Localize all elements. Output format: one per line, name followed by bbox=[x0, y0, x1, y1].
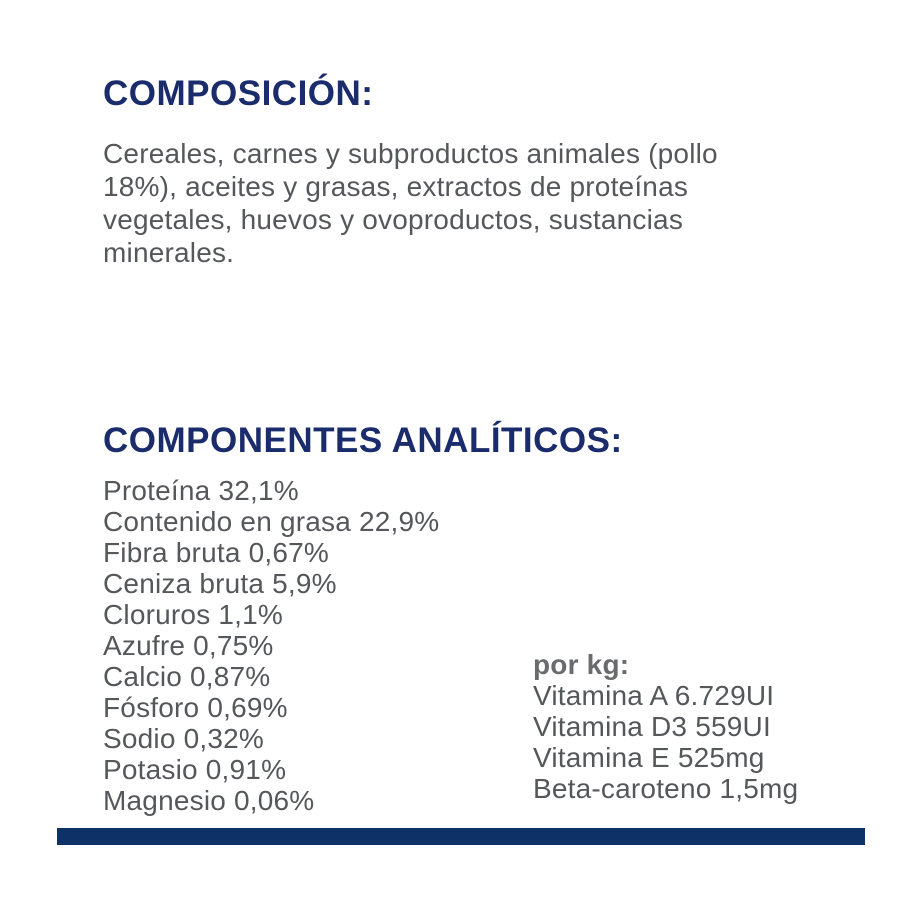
nutrient-name: Fibra bruta bbox=[103, 537, 241, 568]
nutrient-row: Sodio 0,32% bbox=[103, 723, 439, 754]
nutrient-name: Contenido en grasa bbox=[103, 506, 351, 537]
nutrient-row: Calcio 0,87% bbox=[103, 661, 439, 692]
nutrient-row: Proteína 32,1% bbox=[103, 475, 439, 506]
composition-title: COMPOSICIÓN: bbox=[103, 74, 374, 113]
per-kg-label: por kg: bbox=[533, 649, 630, 680]
composition-text-line: vegetales, huevos y ovoproductos, sustan… bbox=[103, 204, 684, 235]
vitamin-name: Vitamina E bbox=[533, 742, 670, 773]
nutrient-value: 0,06% bbox=[234, 785, 315, 816]
nutrient-value: 32,1% bbox=[218, 475, 299, 506]
per-kg-list: por kg: Vitamina A 6.729UI Vitamina D3 5… bbox=[533, 649, 798, 804]
nutrient-value: 0,75% bbox=[193, 630, 274, 661]
nutrient-value: 0,67% bbox=[248, 537, 329, 568]
nutrient-row: Fibra bruta 0,67% bbox=[103, 537, 439, 568]
nutrient-value: 0,69% bbox=[207, 692, 288, 723]
vitamin-name: Beta-caroteno bbox=[533, 773, 712, 804]
nutrient-name: Calcio bbox=[103, 661, 183, 692]
nutrient-name: Cloruros bbox=[103, 599, 211, 630]
nutrient-value: 5,9% bbox=[272, 568, 337, 599]
nutrient-name: Ceniza bruta bbox=[103, 568, 265, 599]
composition-text-line: minerales. bbox=[103, 237, 235, 268]
vitamin-row: Beta-caroteno 1,5mg bbox=[533, 773, 798, 804]
vitamin-row: Vitamina A 6.729UI bbox=[533, 680, 798, 711]
vitamin-name: Vitamina D3 bbox=[533, 711, 688, 742]
nutrient-row: Magnesio 0,06% bbox=[103, 785, 439, 816]
vitamin-name: Vitamina A bbox=[533, 680, 667, 711]
nutrient-row: Cloruros 1,1% bbox=[103, 599, 439, 630]
nutrient-name: Fósforo bbox=[103, 692, 200, 723]
nutrient-name: Magnesio bbox=[103, 785, 227, 816]
vitamin-row: Vitamina E 525mg bbox=[533, 742, 798, 773]
vitamin-value: 1,5mg bbox=[719, 773, 799, 804]
nutrient-name: Sodio bbox=[103, 723, 176, 754]
nutrient-name: Potasio bbox=[103, 754, 198, 785]
nutrient-row: Potasio 0,91% bbox=[103, 754, 439, 785]
composition-text: Cereales, carnes y subproductos animales… bbox=[103, 137, 718, 269]
composition-text-line: 18%), aceites y grasas, extractos de pro… bbox=[103, 171, 689, 202]
vitamin-row: Vitamina D3 559UI bbox=[533, 711, 798, 742]
vitamin-value: 525mg bbox=[677, 742, 765, 773]
nutrient-value: 0,87% bbox=[190, 661, 271, 692]
footer-divider-bar bbox=[57, 828, 865, 845]
nutrient-row: Ceniza bruta 5,9% bbox=[103, 568, 439, 599]
nutrient-row: Contenido en grasa 22,9% bbox=[103, 506, 439, 537]
nutrient-name: Proteína bbox=[103, 475, 211, 506]
analytical-components-list: Proteína 32,1% Contenido en grasa 22,9% … bbox=[103, 475, 439, 816]
composition-text-line: Cereales, carnes y subproductos animales… bbox=[103, 138, 718, 169]
nutrient-row: Azufre 0,75% bbox=[103, 630, 439, 661]
vitamin-value: 6.729UI bbox=[674, 680, 775, 711]
nutrient-value: 0,32% bbox=[183, 723, 265, 754]
nutrient-name: Azufre bbox=[103, 630, 186, 661]
analytical-components-title: COMPONENTES ANALÍTICOS: bbox=[103, 421, 623, 460]
nutrient-value: 1,1% bbox=[218, 599, 284, 630]
nutrient-value: 0,91% bbox=[205, 754, 287, 785]
nutrient-value: 22,9% bbox=[358, 506, 440, 537]
vitamin-value: 559UI bbox=[695, 711, 771, 742]
nutrient-row: Fósforo 0,69% bbox=[103, 692, 439, 723]
